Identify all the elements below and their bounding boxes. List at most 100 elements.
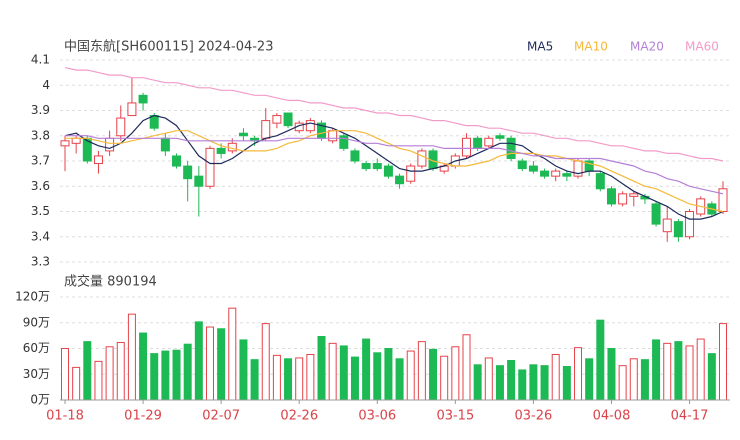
candle-body [383,165,393,177]
volume-bar [663,342,672,401]
volume-bar [618,365,627,401]
volume-bar [272,354,281,401]
candle-body [305,120,315,132]
ma-line [65,135,724,195]
volume-bar [406,350,415,401]
candle-body [595,173,605,190]
volume-bar [161,350,170,401]
candle-body [461,137,471,157]
legend-label: MA10 [574,40,608,54]
x-tick-label: 04-08 [593,409,631,424]
volume-bar [127,313,136,401]
x-tick-label: 03-15 [436,409,474,424]
y-tick-label: 3.5 [31,204,50,218]
chart-title: 中国东航[SH600115] 2024-04-23 [64,39,273,55]
volume-bar [306,354,315,401]
volume-bar [150,353,159,401]
candle-body [205,147,215,187]
y-tick-label: 60万 [23,341,50,355]
candle-body [495,135,505,139]
candle-body [685,211,695,238]
legend-label: MA20 [630,40,664,54]
candle-body [160,137,170,152]
y-tick-label: 4 [42,78,50,92]
volume-bar [640,359,649,401]
y-tick-label: 30万 [23,367,50,381]
volume-bar [183,343,192,401]
candle-body [517,160,527,170]
candle-body [227,142,237,152]
x-tick-label: 03-26 [515,409,553,424]
legend-label: MA60 [685,40,719,54]
volume-bar [429,348,438,401]
candle-body [127,102,137,117]
candle-body [60,140,70,147]
volume-bar [105,346,114,401]
candle-body [551,170,561,177]
candle-body [372,163,382,170]
candle-body [562,173,572,177]
volume-bar [417,341,426,401]
volume-bar [172,349,181,401]
y-tick-label: 3.7 [31,154,50,168]
y-tick-label: 3.4 [31,229,50,243]
candle-body [172,155,182,167]
y-tick-label: 120万 [15,290,50,304]
volume-bar [139,332,148,401]
candle-body [261,120,271,139]
volume-bar [284,358,293,401]
candle-body [350,150,360,162]
candle-body [339,135,349,149]
y-tick-label: 90万 [23,315,50,329]
candle-body [395,175,405,185]
candle-body [528,165,538,172]
x-tick-label: 03-06 [358,409,396,424]
volume-bar [529,364,538,401]
volume-bar [707,353,716,401]
candle-body [71,137,81,144]
volume-bar [94,360,103,401]
volume-bar [562,366,571,401]
volume-bar [83,341,92,401]
volume-bar [239,339,248,401]
volume-title: 成交量 890194 [64,274,157,290]
candle-body [283,112,293,127]
volume-bar [395,358,404,401]
x-tick-label: 04-17 [671,409,709,424]
candle-body [473,137,483,149]
y-tick-label: 3.9 [31,103,50,117]
candle-body [149,115,159,129]
volume-bar [518,369,527,401]
volume-bar [629,358,638,401]
volume-bar [194,321,203,401]
volume-bar [350,356,359,401]
volume-bar [685,345,694,401]
candle-body [629,193,639,197]
candle-body [406,165,416,182]
volume-bar [674,341,683,401]
volume-bar [574,347,583,401]
volume-bar [116,341,125,401]
candle-body [662,218,672,233]
volume-bar [462,334,471,401]
volume-bar [473,364,482,401]
volume-bar [451,346,460,401]
candle-body [618,193,628,205]
candle-body [216,147,226,154]
x-tick-label: 02-07 [202,409,240,424]
volume-bar [362,338,371,401]
volume-bar [72,366,81,401]
x-tick-label: 01-29 [124,409,162,424]
candle-body [484,137,494,147]
candle-body [417,150,427,167]
y-tick-label: 4.1 [31,53,50,67]
candle-body [183,165,193,180]
volume-bar [205,326,214,401]
volume-bar [328,342,337,401]
candle-body [361,163,371,170]
candle-body [718,188,728,212]
volume-bar [507,360,516,401]
ma-line [64,67,724,162]
candle-body [328,130,338,142]
